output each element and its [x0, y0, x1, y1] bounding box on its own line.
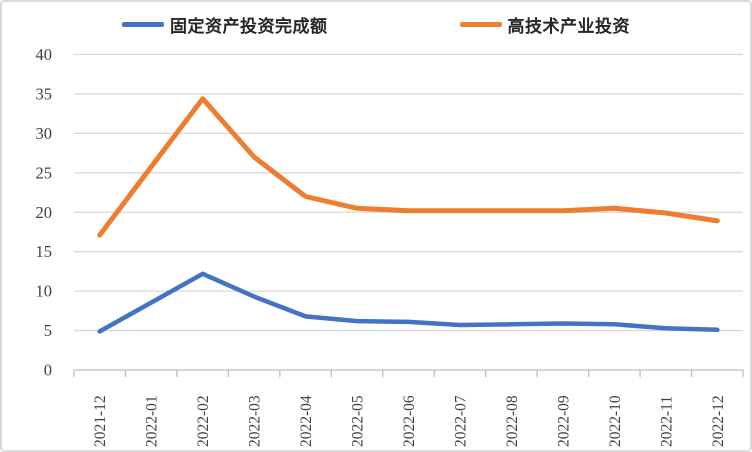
y-tick-label: 30 — [36, 124, 53, 143]
x-tick-label: 2022-12 — [710, 395, 727, 447]
legend-label: 固定资产投资完成额 — [170, 17, 328, 36]
x-tick-label: 2022-10 — [607, 395, 624, 447]
series-line-1 — [97, 96, 720, 238]
x-tick-label: 2022-06 — [401, 395, 418, 447]
y-tick-label: 15 — [36, 242, 53, 261]
x-tick-label: 2022-09 — [555, 395, 572, 447]
legend-item-fixed-asset-investment: 固定资产投资完成额 — [122, 12, 328, 37]
y-tick-label: 35 — [36, 84, 53, 103]
y-tick-label: 25 — [36, 163, 53, 182]
legend-item-hightech-investment: 高技术产业投资 — [459, 12, 631, 37]
x-tick-label: 2022-11 — [658, 396, 675, 447]
x-tick-label: 2022-03 — [247, 395, 264, 447]
y-tick-label: 5 — [44, 321, 52, 340]
legend-line-marker-blue — [122, 22, 164, 27]
y-tick-label: 10 — [36, 282, 53, 301]
y-tick-label: 0 — [44, 361, 52, 380]
series-line-0 — [97, 271, 720, 334]
legend-line-marker-orange — [459, 22, 502, 27]
x-tick-label: 2022-02 — [195, 395, 212, 447]
x-tick-label: 2022-01 — [144, 395, 161, 447]
x-tick-label: 2022-07 — [452, 395, 469, 447]
y-tick-label: 20 — [36, 203, 53, 222]
x-tick-label: 2022-08 — [504, 395, 521, 447]
y-tick-label: 40 — [36, 45, 53, 64]
x-tick-label: 2021-12 — [92, 395, 109, 447]
x-tick-label: 2022-05 — [350, 395, 367, 447]
x-tick-label: 2022-04 — [298, 395, 315, 447]
chart-legend: 固定资产投资完成额 高技术产业投资 — [2, 12, 750, 37]
legend-label: 高技术产业投资 — [507, 17, 630, 36]
